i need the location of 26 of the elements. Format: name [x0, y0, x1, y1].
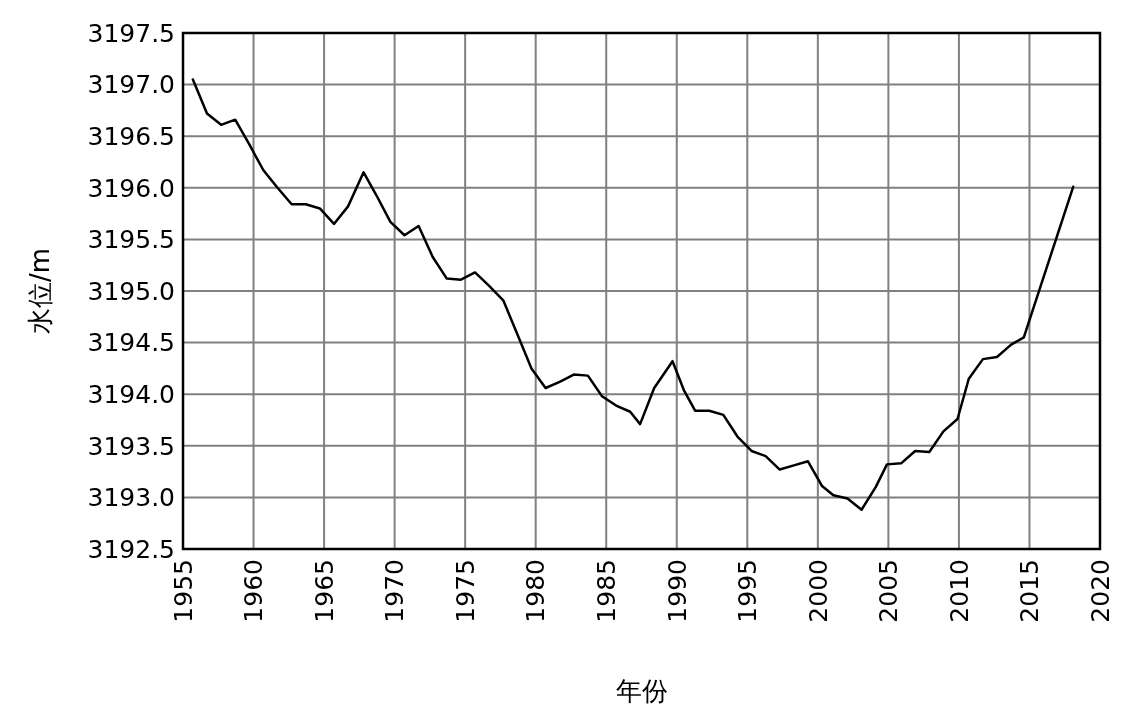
y-tick-label: 3196.5	[87, 121, 175, 151]
x-tick-label: 2015	[1015, 559, 1045, 623]
y-tick-label: 3196.0	[87, 173, 175, 203]
y-tick-label: 3195.5	[87, 225, 175, 255]
x-tick-label: 1980	[521, 559, 551, 623]
y-tick-label: 3194.0	[87, 379, 175, 409]
x-tick-label: 2000	[803, 559, 833, 623]
x-tick-label: 1990	[662, 559, 692, 623]
y-axis-title: 水位/m	[25, 247, 56, 335]
x-tick-label: 1995	[733, 559, 763, 623]
y-tick-label: 3197.5	[87, 18, 175, 48]
y-tick-label: 3197.0	[87, 70, 175, 100]
x-tick-label: 2010	[944, 559, 974, 623]
y-tick-label: 3193.0	[87, 483, 175, 513]
x-tick-label: 1975	[450, 559, 480, 623]
x-tick-label: 1970	[380, 559, 410, 623]
x-tick-label: 1965	[309, 559, 339, 623]
line-series	[191, 78, 1075, 512]
x-tick-label: 2005	[874, 559, 904, 623]
x-tick-label: 1985	[591, 559, 621, 623]
x-axis-title: 年份	[615, 676, 668, 706]
y-tick-label: 3195.0	[87, 276, 175, 306]
y-tick-label: 3194.5	[87, 328, 175, 358]
x-tick-label: 2020	[1085, 559, 1115, 623]
y-tick-label: 3193.5	[87, 431, 175, 461]
x-tick-label: 1960	[239, 559, 269, 623]
